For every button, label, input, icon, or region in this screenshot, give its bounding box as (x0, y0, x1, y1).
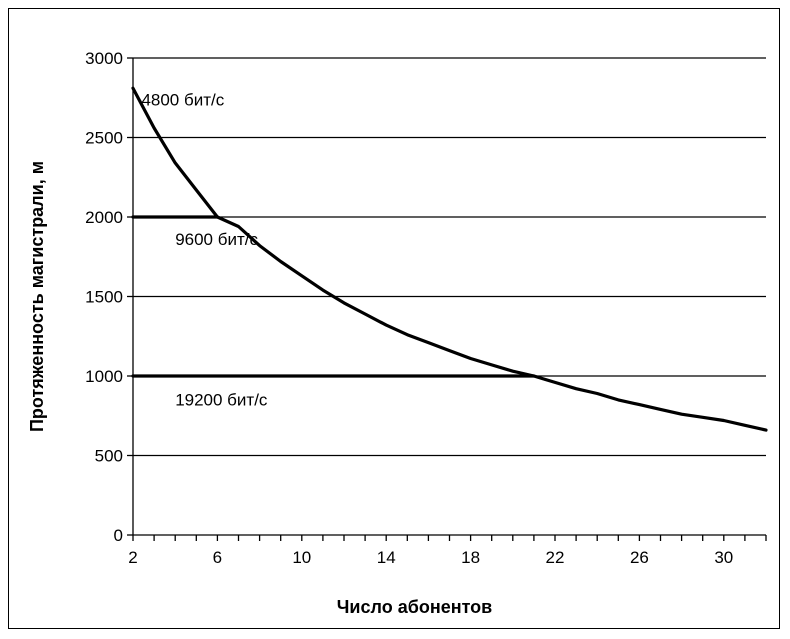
y-tick-label-1000: 1000 (85, 367, 123, 386)
x-tick-label-30: 30 (714, 548, 733, 567)
x-tick-label-14: 14 (377, 548, 396, 567)
y-tick-labels: 0 500 1000 1500 2000 2500 3000 (85, 49, 133, 545)
x-tick-label-2: 2 (128, 548, 137, 567)
x-axis-title: Число абонентов (337, 597, 492, 617)
x-tick-label-26: 26 (630, 548, 649, 567)
y-axis-title: Протяженность магистрали, м (27, 161, 47, 432)
y-tick-label-2000: 2000 (85, 208, 123, 227)
chart-frame: 0 500 1000 1500 2000 2500 3000 2 6 10 14 18 22 26 30 … (8, 8, 780, 629)
y-tick-label-1500: 1500 (85, 288, 123, 307)
series-annotation-1: 4800 бит/с (141, 91, 224, 110)
series-line-1 (133, 88, 766, 430)
x-tick-labels: 2 6 10 14 18 22 26 30 (128, 535, 766, 567)
y-tick-label-500: 500 (95, 447, 123, 466)
series-annotation-3: 19200 бит/с (175, 390, 268, 409)
x-tick-label-18: 18 (461, 548, 480, 567)
x-tick-label-22: 22 (546, 548, 565, 567)
y-tick-label-3000: 3000 (85, 49, 123, 68)
y-tick-label-2500: 2500 (85, 129, 123, 148)
series-annotation-2: 9600 бит/с (175, 230, 258, 249)
x-tick-label-6: 6 (213, 548, 222, 567)
series-lines (133, 88, 766, 430)
x-tick-label-10: 10 (292, 548, 311, 567)
y-tick-label-0: 0 (114, 526, 123, 545)
